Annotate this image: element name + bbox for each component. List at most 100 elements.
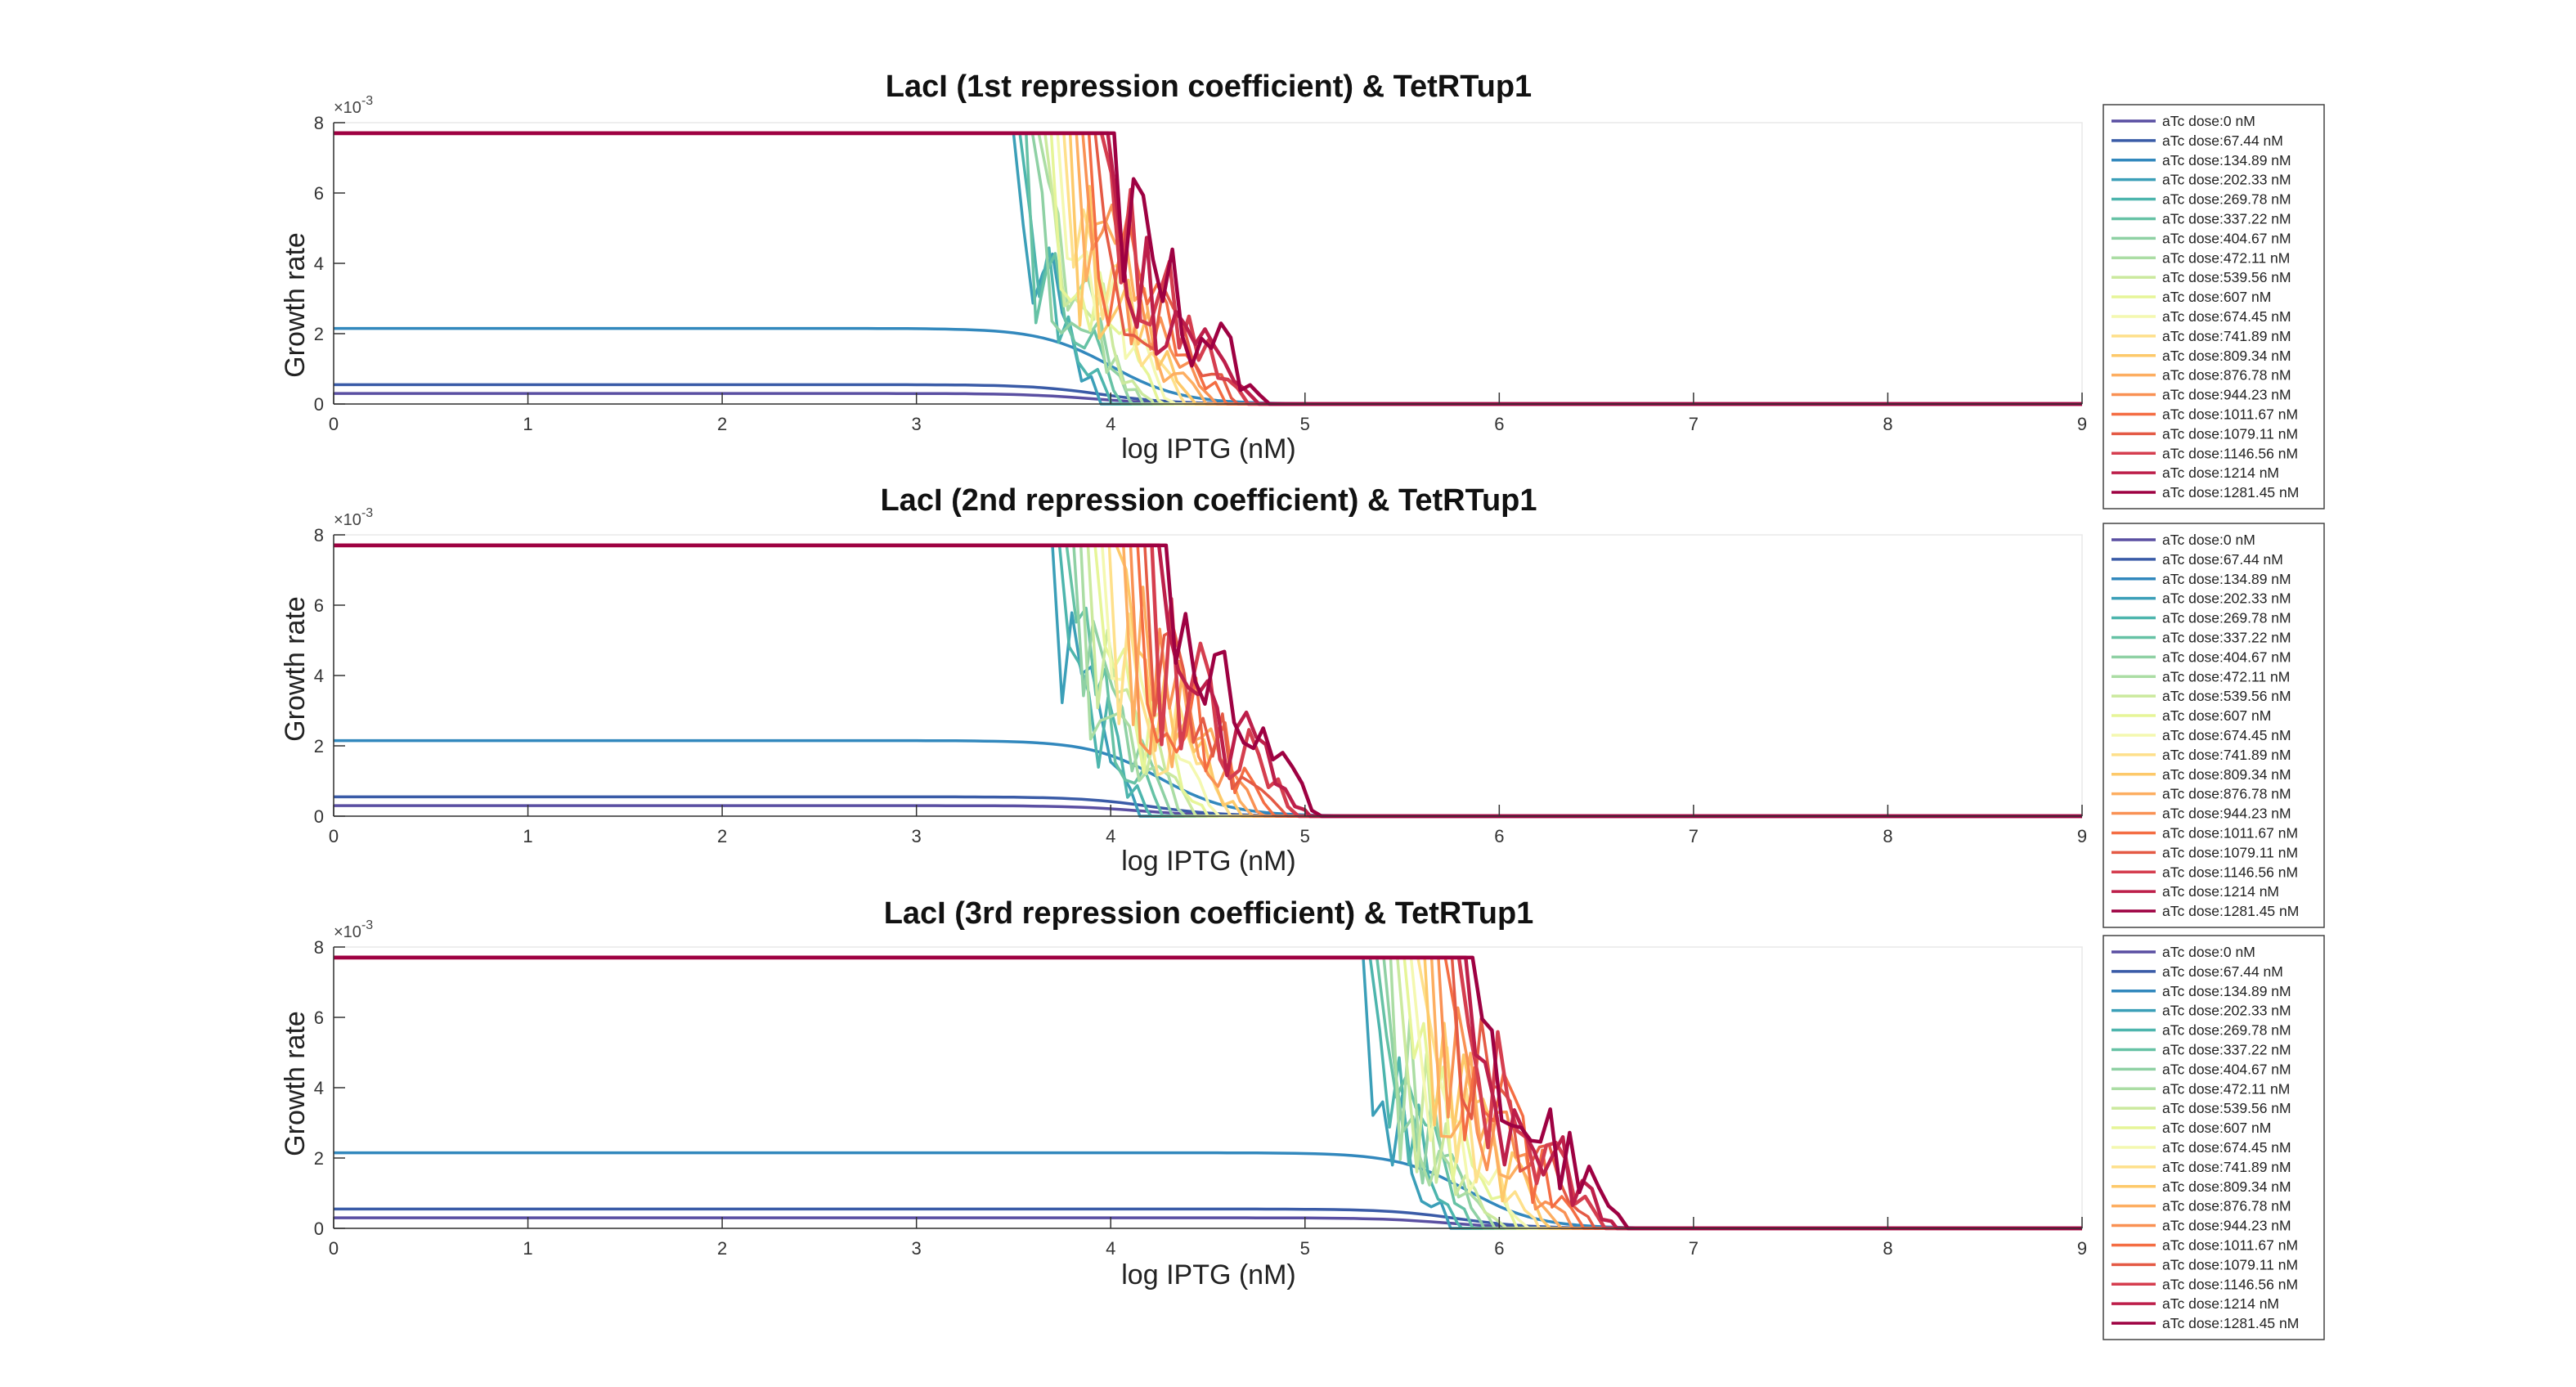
legend-entry: aTc dose:741.89 nM xyxy=(2162,328,2291,344)
x-tick-label: 2 xyxy=(717,826,727,846)
x-tick-label: 0 xyxy=(329,414,339,434)
y-tick-label: 8 xyxy=(314,937,324,958)
x-tick-label: 8 xyxy=(1883,1238,1892,1259)
x-tick-label: 0 xyxy=(329,1238,339,1259)
legend-entry: aTc dose:539.56 nM xyxy=(2162,1100,2291,1116)
x-tick-label: 2 xyxy=(717,414,727,434)
legend-entry: aTc dose:674.45 nM xyxy=(2162,727,2291,743)
x-tick-label: 9 xyxy=(2077,1238,2087,1259)
y-exponent-base: ×10 xyxy=(334,99,361,117)
y-tick-label: 2 xyxy=(314,736,324,756)
x-tick-label: 4 xyxy=(1106,414,1115,434)
legend-entry: aTc dose:1146.56 nM xyxy=(2162,864,2298,880)
legend-entry: aTc dose:944.23 nM xyxy=(2162,387,2291,403)
legend-entry: aTc dose:134.89 nM xyxy=(2162,152,2291,168)
legend-entry: aTc dose:1011.67 nM xyxy=(2162,406,2298,422)
y-exponent-base: ×10 xyxy=(334,923,361,941)
legend-entry: aTc dose:67.44 nM xyxy=(2162,963,2283,980)
x-tick-label: 3 xyxy=(912,414,922,434)
legend-entry: aTc dose:741.89 nM xyxy=(2162,747,2291,763)
y-tick-label: 6 xyxy=(314,595,324,616)
legend-entry: aTc dose:67.44 nM xyxy=(2162,132,2283,149)
legend-entry: aTc dose:607 nM xyxy=(2162,289,2271,305)
series-line xyxy=(334,543,2082,819)
series-line xyxy=(334,955,2082,1231)
legend-entry: aTc dose:607 nM xyxy=(2162,707,2271,724)
legend-entry: aTc dose:1281.45 nM xyxy=(2162,1315,2299,1331)
legend-entry: aTc dose:337.22 nM xyxy=(2162,210,2291,227)
legend-entry: aTc dose:876.78 nM xyxy=(2162,1198,2291,1214)
legend-entry: aTc dose:876.78 nM xyxy=(2162,367,2291,384)
y-exponent-power: -3 xyxy=(361,506,373,520)
y-exponent-power: -3 xyxy=(361,918,373,932)
x-tick-label: 2 xyxy=(717,1238,727,1259)
legend-entry: aTc dose:741.89 nM xyxy=(2162,1159,2291,1175)
legend-entry: aTc dose:1146.56 nM xyxy=(2162,1276,2298,1292)
y-exponent-power: -3 xyxy=(361,94,373,108)
axes: 0 1 2 3 4 5 6 7 8 9 0 2 4 6 8 xyxy=(314,937,2087,1259)
y-axis-label: Growth rate xyxy=(280,232,311,378)
y-axis-label: Growth rate xyxy=(280,1011,311,1156)
legend-entry: aTc dose:202.33 nM xyxy=(2162,1003,2291,1019)
y-tick-label: 0 xyxy=(314,806,324,827)
y-tick-label: 8 xyxy=(314,525,324,545)
y-exponent: ×10-3 xyxy=(334,506,373,529)
legend-entry: aTc dose:404.67 nM xyxy=(2162,649,2291,665)
x-tick-label: 4 xyxy=(1106,826,1115,846)
series-lines xyxy=(334,543,2082,819)
legend-entry: aTc dose:134.89 nM xyxy=(2162,571,2291,587)
panel-2: LacI (2nd repression coefficient) & TetR… xyxy=(280,483,2325,928)
y-tick-label: 6 xyxy=(314,183,324,204)
legend-entry: aTc dose:1214 nM xyxy=(2162,465,2279,481)
legend: aTc dose:0 nM aTc dose:67.44 nM aTc dose:1… xyxy=(2103,104,2325,509)
chart-title: LacI (3rd repression coefficient) & TetR… xyxy=(884,896,1534,931)
y-exponent: ×10-3 xyxy=(334,94,373,117)
legend: aTc dose:0 nM aTc dose:67.44 nM aTc dose:1… xyxy=(2103,523,2325,928)
chart-title: LacI (2nd repression coefficient) & TetR… xyxy=(880,483,1537,518)
y-tick-label: 0 xyxy=(314,394,324,415)
x-tick-label: 3 xyxy=(912,826,922,846)
x-tick-label: 5 xyxy=(1300,414,1310,434)
legend-entry: aTc dose:809.34 nM xyxy=(2162,1178,2291,1195)
x-tick-label: 1 xyxy=(523,1238,532,1259)
x-tick-label: 0 xyxy=(329,826,339,846)
chart-title: LacI (1st repression coefficient) & TetR… xyxy=(886,70,1532,104)
legend-entry: aTc dose:876.78 nM xyxy=(2162,786,2291,802)
series-line xyxy=(334,131,2082,406)
legend-box xyxy=(2103,523,2325,928)
y-tick-label: 4 xyxy=(314,254,324,274)
legend-entry: aTc dose:1281.45 nM xyxy=(2162,484,2299,500)
legend-entry: aTc dose:404.67 nM xyxy=(2162,1061,2291,1077)
x-tick-label: 4 xyxy=(1106,1238,1115,1259)
series-lines xyxy=(334,955,2082,1231)
x-axis-label: log IPTG (nM) xyxy=(1121,433,1295,465)
legend-entry: aTc dose:539.56 nM xyxy=(2162,688,2291,704)
legend-entry: aTc dose:269.78 nM xyxy=(2162,610,2291,626)
legend-entry: aTc dose:337.22 nM xyxy=(2162,1041,2291,1057)
y-tick-label: 8 xyxy=(314,113,324,133)
legend-entry: aTc dose:134.89 nM xyxy=(2162,983,2291,999)
svg-text:×10-3: ×10-3 xyxy=(334,918,373,941)
legend-entry: aTc dose:1011.67 nM xyxy=(2162,824,2298,841)
legend-entry: aTc dose:1011.67 nM xyxy=(2162,1237,2298,1253)
legend-entry: aTc dose:1079.11 nM xyxy=(2162,425,2298,442)
x-tick-label: 9 xyxy=(2077,414,2087,434)
legend-entry: aTc dose:674.45 nM xyxy=(2162,1139,2291,1156)
x-tick-label: 8 xyxy=(1883,826,1892,846)
legend-entry: aTc dose:1079.11 nM xyxy=(2162,1256,2298,1273)
legend-entry: aTc dose:269.78 nM xyxy=(2162,191,2291,208)
legend-box xyxy=(2103,935,2325,1340)
y-exponent-base: ×10 xyxy=(334,511,361,529)
y-axis-label: Growth rate xyxy=(280,596,311,742)
legend-entry: aTc dose:67.44 nM xyxy=(2162,551,2283,568)
y-tick-label: 4 xyxy=(314,1078,324,1098)
legend-entry: aTc dose:472.11 nM xyxy=(2162,668,2290,685)
x-tick-label: 7 xyxy=(1689,1238,1699,1259)
y-exponent: ×10-3 xyxy=(334,918,373,941)
x-axis-label: log IPTG (nM) xyxy=(1121,846,1295,877)
y-tick-label: 2 xyxy=(314,324,324,344)
x-tick-label: 7 xyxy=(1689,414,1699,434)
legend-entry: aTc dose:607 nM xyxy=(2162,1120,2271,1136)
legend-entry: aTc dose:1281.45 nM xyxy=(2162,903,2299,919)
panel-3: LacI (3rd repression coefficient) & TetR… xyxy=(280,896,2325,1340)
